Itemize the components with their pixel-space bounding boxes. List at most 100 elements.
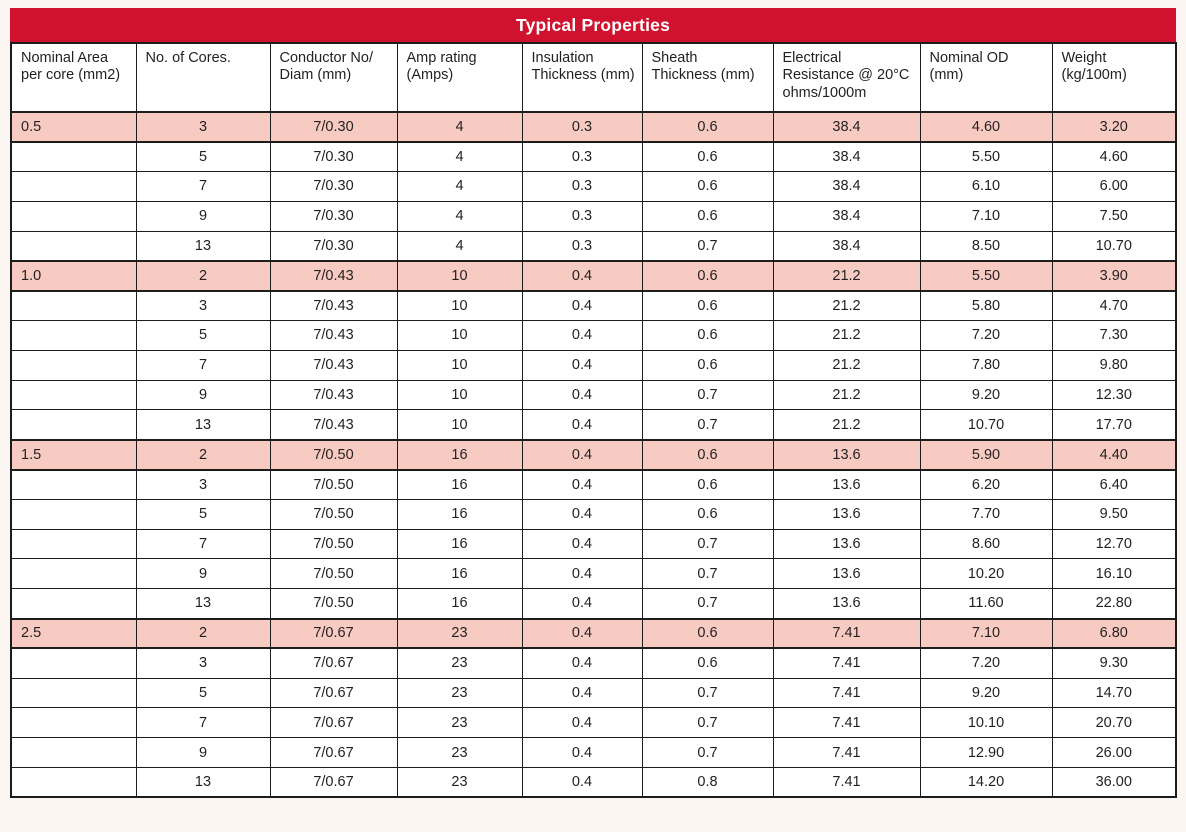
table-cell: 10.70 bbox=[919, 409, 1053, 441]
table-cell: 4.60 bbox=[919, 111, 1053, 143]
table-cell: 21.2 bbox=[772, 409, 921, 441]
table-cell: 10 bbox=[396, 259, 523, 292]
table-cell: 38.4 bbox=[772, 111, 921, 143]
table-cell: 4 bbox=[396, 111, 523, 143]
table-cell: 7/0.43 bbox=[269, 320, 398, 351]
table-cell: 9 bbox=[135, 737, 271, 769]
table-cell: 23 bbox=[396, 617, 523, 650]
table-cell: 10 bbox=[396, 379, 523, 411]
group-start-row: 1.0 2 7/0.43 10 0.4 0.6 21.2 5.50 3.90 bbox=[10, 259, 1177, 292]
table-cell: 2.5 bbox=[10, 617, 137, 650]
table-cell: 16 bbox=[396, 558, 523, 590]
table-cell: 7/0.67 bbox=[269, 617, 398, 650]
table-cell: 38.4 bbox=[772, 230, 921, 262]
table-row: 9 7/0.30 4 0.3 0.6 38.4 7.10 7.50 bbox=[10, 200, 1177, 232]
table-cell: 7/0.67 bbox=[269, 737, 398, 769]
table-cell: 23 bbox=[396, 707, 523, 739]
table-cell: 3 bbox=[135, 290, 271, 322]
table-cell: 3 bbox=[135, 111, 271, 143]
column-header: Insulation Thickness (mm) bbox=[521, 42, 643, 113]
column-header: Nominal OD (mm) bbox=[919, 42, 1053, 113]
table-cell: 4 bbox=[396, 200, 523, 232]
table-cell: 0.3 bbox=[521, 171, 643, 202]
table-cell: 7/0.43 bbox=[269, 290, 398, 322]
table-row: 13 7/0.50 16 0.4 0.7 13.6 11.60 22.80 bbox=[10, 588, 1177, 620]
table-cell: 12.70 bbox=[1051, 528, 1177, 560]
table-row: 7 7/0.43 10 0.4 0.6 21.2 7.80 9.80 bbox=[10, 349, 1177, 381]
table-cell: 7/0.43 bbox=[269, 409, 398, 441]
table-cell: 7.70 bbox=[919, 498, 1053, 530]
table-cell: 3.20 bbox=[1051, 111, 1177, 143]
table-cell bbox=[10, 200, 137, 232]
table-cell: 4 bbox=[396, 141, 523, 173]
table-cell: 21.2 bbox=[772, 290, 921, 322]
group-start-row: 0.5 3 7/0.30 4 0.3 0.6 38.4 4.60 3.20 bbox=[10, 111, 1177, 143]
table-cell: 7/0.30 bbox=[269, 200, 398, 232]
table-cell bbox=[10, 677, 137, 709]
table-cell: 7.20 bbox=[919, 320, 1053, 351]
table-cell: 14.20 bbox=[919, 767, 1053, 798]
table-cell: 9.80 bbox=[1051, 349, 1177, 381]
table-cell: 38.4 bbox=[772, 200, 921, 232]
table-cell: 0.5 bbox=[10, 111, 137, 143]
table-cell: 4 bbox=[396, 230, 523, 262]
table-cell: 6.00 bbox=[1051, 171, 1177, 202]
column-header: Sheath Thickness (mm) bbox=[641, 42, 774, 113]
table-cell: 0.4 bbox=[521, 409, 643, 441]
table-cell: 38.4 bbox=[772, 171, 921, 202]
column-header: Amp rating (Amps) bbox=[396, 42, 523, 113]
table-cell: 6.80 bbox=[1051, 617, 1177, 650]
table-cell: 16 bbox=[396, 528, 523, 560]
table-cell: 7 bbox=[135, 707, 271, 739]
table-cell: 16 bbox=[396, 438, 523, 471]
table-cell bbox=[10, 349, 137, 381]
table-cell: 9 bbox=[135, 200, 271, 232]
table-cell: 7/0.50 bbox=[269, 588, 398, 620]
table-cell: 0.7 bbox=[641, 707, 774, 739]
table-cell: 0.4 bbox=[521, 349, 643, 381]
table-cell: 0.7 bbox=[641, 230, 774, 262]
table-row: 3 7/0.67 23 0.4 0.6 7.41 7.20 9.30 bbox=[10, 647, 1177, 679]
header-row: Nominal Area per core (mm2) No. of Cores.… bbox=[10, 42, 1177, 113]
table-cell: 17.70 bbox=[1051, 409, 1177, 441]
table-cell: 0.4 bbox=[521, 379, 643, 411]
table-cell bbox=[10, 230, 137, 262]
table-row: 13 7/0.30 4 0.3 0.7 38.4 8.50 10.70 bbox=[10, 230, 1177, 262]
table-cell: 0.3 bbox=[521, 200, 643, 232]
table-cell bbox=[10, 558, 137, 590]
table-cell: 6.20 bbox=[919, 469, 1053, 500]
table-cell: 20.70 bbox=[1051, 707, 1177, 739]
table-cell bbox=[10, 290, 137, 322]
group-start-row: 2.5 2 7/0.67 23 0.4 0.6 7.41 7.10 6.80 bbox=[10, 617, 1177, 650]
table-cell: 4 bbox=[396, 171, 523, 202]
table-cell: 9 bbox=[135, 379, 271, 411]
table-cell: 10.70 bbox=[1051, 230, 1177, 262]
table-cell: 4.40 bbox=[1051, 438, 1177, 471]
table-cell: 0.6 bbox=[641, 200, 774, 232]
table-cell bbox=[10, 707, 137, 739]
table-cell: 9.30 bbox=[1051, 647, 1177, 679]
table-cell: 5.80 bbox=[919, 290, 1053, 322]
table-cell: 13 bbox=[135, 230, 271, 262]
table-cell: 23 bbox=[396, 737, 523, 769]
table-cell: 10.20 bbox=[919, 558, 1053, 590]
table-cell: 6.40 bbox=[1051, 469, 1177, 500]
table-cell: 7/0.43 bbox=[269, 379, 398, 411]
table-cell bbox=[10, 320, 137, 351]
table-cell: 0.6 bbox=[641, 647, 774, 679]
table-cell: 13 bbox=[135, 588, 271, 620]
table-cell bbox=[10, 141, 137, 173]
table-cell: 2 bbox=[135, 617, 271, 650]
table-cell: 36.00 bbox=[1051, 767, 1177, 798]
table-cell: 13.6 bbox=[772, 558, 921, 590]
table-cell: 7/0.67 bbox=[269, 767, 398, 798]
table-cell: 0.4 bbox=[521, 528, 643, 560]
table-header: Nominal Area per core (mm2) No. of Cores.… bbox=[10, 42, 1177, 113]
table-cell: 4.70 bbox=[1051, 290, 1177, 322]
table-cell: 7/0.43 bbox=[269, 349, 398, 381]
table-cell bbox=[10, 469, 137, 500]
table-cell: 26.00 bbox=[1051, 737, 1177, 769]
table-cell: 12.90 bbox=[919, 737, 1053, 769]
table-cell: 7/0.50 bbox=[269, 469, 398, 500]
table-cell: 0.4 bbox=[521, 469, 643, 500]
